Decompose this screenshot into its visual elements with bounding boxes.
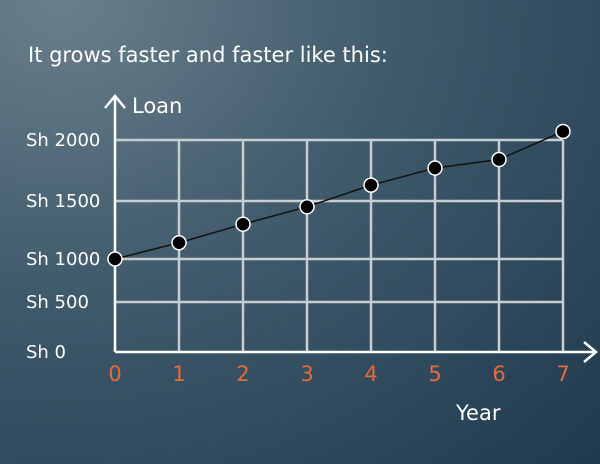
data-point <box>299 199 315 215</box>
x-tick-label: 4 <box>364 362 377 386</box>
y-axis-label: Loan <box>132 94 182 118</box>
y-tick-label: Sh 2000 <box>26 130 100 151</box>
x-tick-label: 7 <box>556 362 569 386</box>
data-point <box>427 160 443 176</box>
x-tick-label: 3 <box>300 362 313 386</box>
data-point <box>555 123 571 140</box>
x-tick-label: 0 <box>108 362 121 386</box>
data-point <box>363 177 379 193</box>
x-axis-arrow <box>583 341 598 363</box>
series-line <box>114 130 564 260</box>
y-tick-label: Sh 1500 <box>26 191 100 212</box>
data-point <box>171 235 187 251</box>
data-point <box>107 251 123 267</box>
y-tick-labels: Sh 0 Sh 500 Sh 1000 Sh 1500 Sh 2000 <box>26 130 100 363</box>
data-point <box>491 151 507 168</box>
x-axis-label: Year <box>455 401 501 425</box>
y-axis-arrow <box>104 94 126 109</box>
y-tick-label: Sh 500 <box>26 292 89 313</box>
y-tick-label: Sh 1000 <box>26 249 100 270</box>
x-tick-label: 1 <box>172 362 185 386</box>
x-tick-labels: 0 1 2 3 4 5 6 7 <box>108 362 569 386</box>
x-tick-label: 6 <box>492 362 505 386</box>
chart-caption: It grows faster and faster like this: <box>28 43 388 67</box>
x-tick-label: 2 <box>236 362 249 386</box>
data-points <box>107 123 571 267</box>
x-tick-label: 5 <box>428 362 441 386</box>
axes <box>104 94 598 363</box>
grid <box>115 138 565 352</box>
y-tick-label: Sh 0 <box>26 342 66 363</box>
data-point <box>235 216 251 232</box>
